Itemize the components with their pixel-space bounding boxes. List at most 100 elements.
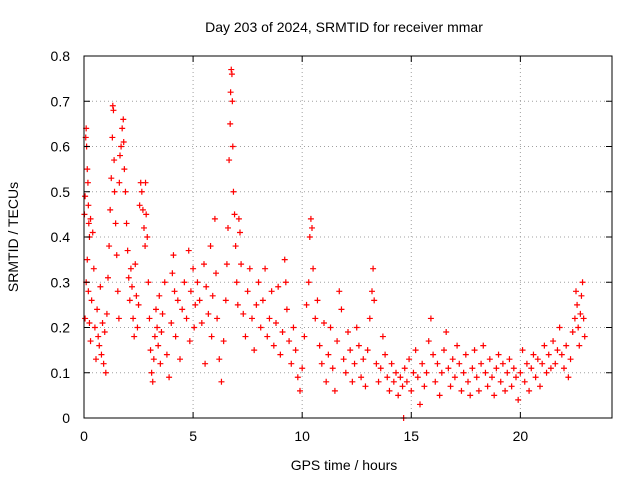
- data-point: [101, 329, 108, 336]
- data-point: [421, 383, 428, 390]
- data-point: [113, 252, 120, 259]
- data-point: [181, 279, 188, 286]
- data-point: [506, 356, 513, 363]
- data-point: [203, 283, 210, 290]
- data-point: [149, 378, 156, 385]
- data-point: [273, 319, 279, 326]
- data-point: [119, 125, 126, 132]
- data-point: [223, 261, 230, 268]
- data-point: [147, 347, 154, 354]
- data-point: [232, 243, 239, 250]
- data-point: [130, 315, 137, 322]
- data-point: [575, 324, 582, 331]
- data-point: [403, 378, 410, 385]
- data-point: [187, 288, 194, 295]
- data-point: [581, 333, 588, 340]
- y-tick-label: 0.3: [51, 274, 71, 290]
- y-tick-label: 0.5: [51, 184, 71, 200]
- data-point: [397, 374, 404, 381]
- data-point: [475, 387, 482, 394]
- data-point: [377, 365, 384, 372]
- data-point: [163, 351, 170, 358]
- data-point: [417, 401, 423, 408]
- tick-labels: 0 0.1 0.2 0.3 0.4 0.5 0.6 0.7 0.8 0 5 10 15 20: [51, 48, 529, 444]
- x-tick-label: 0: [80, 428, 88, 444]
- data-point: [122, 188, 129, 195]
- data-point: [166, 374, 173, 381]
- data-point: [90, 265, 97, 272]
- data-point: [473, 374, 480, 381]
- data-point: [91, 324, 98, 331]
- data-point: [290, 324, 297, 331]
- data-point: [141, 224, 147, 231]
- data-point: [399, 383, 406, 390]
- data-point: [456, 360, 463, 367]
- data-point: [294, 374, 301, 381]
- data-point: [491, 392, 498, 399]
- data-point: [288, 360, 295, 367]
- data-point: [530, 351, 537, 358]
- data-point: [526, 387, 533, 394]
- data-point: [159, 310, 166, 317]
- data-point: [129, 283, 135, 290]
- data-point: [156, 292, 163, 299]
- y-tick-label: 0.2: [51, 320, 71, 336]
- data-point: [109, 134, 116, 141]
- data-point: [355, 342, 362, 349]
- data-point: [84, 179, 91, 186]
- y-tick-label: 0.6: [51, 139, 71, 155]
- data-point: [161, 279, 168, 286]
- data-point: [306, 234, 313, 240]
- data-point: [282, 279, 289, 286]
- data-point: [370, 265, 377, 272]
- data-point: [390, 378, 397, 385]
- data-point: [132, 261, 139, 268]
- data-point: [144, 234, 151, 240]
- data-point: [395, 392, 402, 399]
- data-point: [386, 387, 393, 394]
- data-point: [430, 351, 437, 358]
- data-point: [249, 315, 255, 322]
- data-point: [124, 247, 131, 254]
- data-point: [201, 261, 207, 268]
- data-point: [563, 342, 570, 349]
- data-point: [169, 270, 176, 277]
- data-point: [336, 288, 343, 295]
- data-point: [142, 179, 149, 186]
- data-point: [211, 215, 218, 222]
- data-point: [573, 288, 579, 295]
- data-point: [334, 338, 341, 345]
- data-point: [120, 138, 127, 145]
- data-point: [125, 274, 132, 281]
- data-point: [513, 374, 519, 381]
- data-point: [97, 283, 104, 290]
- data-point: [96, 342, 103, 349]
- data-point: [121, 166, 128, 173]
- data-point: [168, 319, 175, 326]
- data-point: [373, 360, 380, 367]
- data-point: [111, 188, 118, 195]
- data-point: [478, 360, 485, 367]
- x-tick-label: 15: [403, 428, 419, 444]
- data-point: [172, 333, 179, 340]
- data-point: [127, 265, 134, 272]
- data-point: [286, 338, 293, 345]
- data-point: [393, 369, 399, 376]
- data-point: [107, 206, 114, 213]
- data-point: [458, 387, 465, 394]
- data-point: [244, 288, 251, 295]
- data-point: [364, 347, 371, 354]
- data-point: [233, 279, 240, 286]
- data-point: [465, 378, 471, 385]
- data-point: [401, 365, 408, 372]
- data-point: [257, 324, 264, 331]
- data-point: [412, 347, 419, 354]
- data-point: [460, 369, 467, 376]
- data-point: [425, 338, 432, 345]
- data-point: [157, 360, 164, 367]
- data-point: [242, 333, 249, 340]
- data-point: [143, 211, 150, 218]
- data-point: [576, 342, 583, 349]
- data-point: [228, 66, 235, 73]
- data-point: [362, 383, 369, 390]
